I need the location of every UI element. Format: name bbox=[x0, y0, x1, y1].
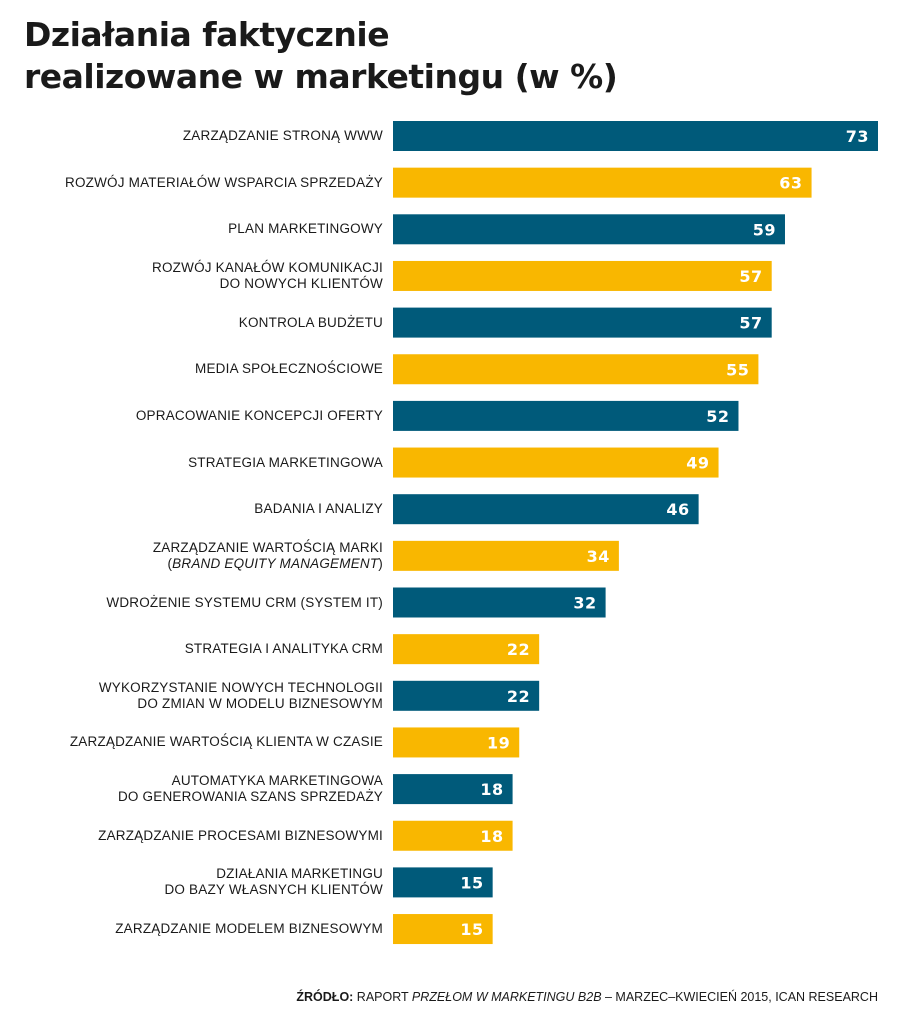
bar bbox=[393, 214, 785, 245]
category-label-line: BADANIA I ANALIZY bbox=[254, 501, 383, 517]
category-label: ZARZĄDZANIE STRONĄ WWW bbox=[13, 128, 383, 144]
category-label-line: MEDIA SPOŁECZNOŚCIOWE bbox=[195, 361, 383, 377]
data-label: 57 bbox=[739, 314, 762, 333]
data-label: 18 bbox=[480, 780, 503, 799]
category-label-line: WDROŻENIE SYSTEMU CRM (SYSTEM IT) bbox=[106, 594, 383, 610]
bar bbox=[393, 447, 719, 478]
source-label: ŹRÓDŁO: bbox=[296, 990, 354, 1004]
category-label: ZARZĄDZANIE PROCESAMI BIZNESOWYMI bbox=[13, 828, 383, 844]
data-label: 18 bbox=[480, 827, 503, 846]
category-label: OPRACOWANIE KONCEPCJI OFERTY bbox=[13, 408, 383, 424]
category-label: ROZWÓJ KANAŁÓW KOMUNIKACJI DO NOWYCH KLIE… bbox=[13, 260, 383, 292]
bar bbox=[393, 494, 699, 525]
chart-title-line-2: realizowane w marketingu (w %) bbox=[24, 57, 618, 96]
bar bbox=[393, 167, 812, 198]
bar bbox=[393, 634, 540, 665]
bar bbox=[393, 774, 513, 805]
chart-title: Działania faktycznie realizowane w marke… bbox=[24, 14, 618, 98]
category-label: ZARZĄDZANIE WARTOŚCIĄ MARKI (BRAND EQUITY… bbox=[13, 540, 383, 572]
data-label: 19 bbox=[487, 733, 510, 752]
data-label: 49 bbox=[686, 454, 709, 473]
category-label-segment: ( bbox=[167, 555, 173, 571]
category-label-line: STRATEGIA MARKETINGOWA bbox=[188, 454, 383, 470]
category-label: KONTROLA BUDŻETU bbox=[13, 315, 383, 331]
data-label: 15 bbox=[460, 873, 483, 892]
category-label-line: KONTROLA BUDŻETU bbox=[238, 314, 383, 330]
category-label-line: DO NOWYCH KLIENTÓW bbox=[219, 275, 383, 291]
category-label-line: OPRACOWANIE KONCEPCJI OFERTY bbox=[135, 407, 383, 423]
data-label: 63 bbox=[779, 174, 802, 193]
category-label-line: WYKORZYSTANIE NOWYCH TECHNOLOGII bbox=[98, 679, 383, 695]
category-label: ZARZĄDZANIE MODELEM BIZNESOWYM bbox=[13, 921, 383, 937]
category-label-line: PLAN MARKETINGOWY bbox=[228, 221, 383, 237]
bar bbox=[393, 727, 520, 758]
category-label-line: ZARZĄDZANIE WARTOŚCIĄ MARKI bbox=[152, 539, 383, 555]
category-label-line: ZARZĄDZANIE PROCESAMI BIZNESOWYMI bbox=[98, 827, 383, 843]
bar bbox=[393, 867, 493, 898]
source-prefix: RAPORT bbox=[353, 990, 412, 1004]
category-label-line: STRATEGIA I ANALITYKA CRM bbox=[184, 641, 383, 657]
bar bbox=[393, 820, 513, 851]
data-label: 15 bbox=[460, 920, 483, 939]
category-label: ROZWÓJ MATERIAŁÓW WSPARCIA SPRZEDAŻY bbox=[13, 175, 383, 191]
report-title: PRZEŁOM W MARKETINGU B2B bbox=[411, 990, 602, 1004]
category-label-line: ZARZĄDZANIE WARTOŚCIĄ KLIENTA W CZASIE bbox=[69, 734, 383, 750]
category-label-line: ZARZĄDZANIE STRONĄ WWW bbox=[182, 128, 383, 143]
data-label: 22 bbox=[507, 640, 530, 659]
data-label: 52 bbox=[706, 407, 729, 426]
category-label-line: (BRAND EQUITY MANAGEMENT) bbox=[13, 556, 383, 572]
data-label: 59 bbox=[753, 220, 776, 239]
category-label-segment: ) bbox=[378, 555, 383, 571]
category-label-segment: BRAND EQUITY MANAGEMENT bbox=[172, 555, 379, 571]
category-label-line: DO BAZY WŁASNYCH KLIENTÓW bbox=[164, 882, 383, 898]
category-label: MEDIA SPOŁECZNOŚCIOWE bbox=[13, 361, 383, 377]
chart-title-line-1: Działania faktycznie bbox=[24, 15, 390, 54]
bar bbox=[393, 587, 606, 618]
bar bbox=[393, 914, 493, 945]
category-label: BADANIA I ANALIZY bbox=[13, 501, 383, 517]
category-label: WDROŻENIE SYSTEMU CRM (SYSTEM IT) bbox=[13, 595, 383, 611]
data-label: 34 bbox=[587, 547, 610, 566]
category-label: STRATEGIA I ANALITYKA CRM bbox=[13, 641, 383, 657]
data-label: 57 bbox=[739, 267, 762, 286]
data-label: 55 bbox=[726, 360, 749, 379]
category-label: DZIAŁANIA MARKETINGU DO BAZY WŁASNYCH KLI… bbox=[13, 866, 383, 898]
bar bbox=[393, 540, 619, 571]
data-label: 22 bbox=[507, 687, 530, 706]
category-label-line: ZARZĄDZANIE MODELEM BIZNESOWYM bbox=[115, 921, 383, 937]
category-label-line: AUTOMATYKA MARKETINGOWA bbox=[171, 773, 383, 789]
bar bbox=[393, 307, 772, 338]
category-label-line: ROZWÓJ KANAŁÓW KOMUNIKACJI bbox=[152, 259, 383, 275]
bar bbox=[393, 400, 739, 431]
data-label: 32 bbox=[573, 594, 596, 613]
source-suffix: – MARZEC–KWIECIEŃ 2015, ICAN RESEARCH bbox=[601, 990, 878, 1004]
category-label: ZARZĄDZANIE WARTOŚCIĄ KLIENTA W CZASIE bbox=[13, 734, 383, 750]
bar bbox=[393, 680, 540, 711]
category-label: STRATEGIA MARKETINGOWA bbox=[13, 455, 383, 471]
category-label-line: ROZWÓJ MATERIAŁÓW WSPARCIA SPRZEDAŻY bbox=[65, 174, 383, 190]
category-label-line: DO GENEROWANIA SZANS SPRZEDAŻY bbox=[117, 789, 383, 805]
category-label: AUTOMATYKA MARKETINGOWA DO GENEROWANIA SZ… bbox=[13, 773, 383, 805]
data-label: 46 bbox=[666, 500, 689, 519]
bar bbox=[393, 121, 878, 151]
data-label: 73 bbox=[846, 127, 869, 146]
bar bbox=[393, 354, 759, 385]
category-label-line: DZIAŁANIA MARKETINGU bbox=[216, 866, 383, 882]
category-label: WYKORZYSTANIE NOWYCH TECHNOLOGII DO ZMIAN… bbox=[13, 680, 383, 712]
source-footer: ŹRÓDŁO: RAPORT PRZEŁOM W MARKETINGU B2B … bbox=[296, 990, 878, 1004]
bar bbox=[393, 260, 772, 291]
category-label: PLAN MARKETINGOWY bbox=[13, 221, 383, 237]
category-label-line: DO ZMIAN W MODELU BIZNESOWYM bbox=[137, 695, 383, 711]
